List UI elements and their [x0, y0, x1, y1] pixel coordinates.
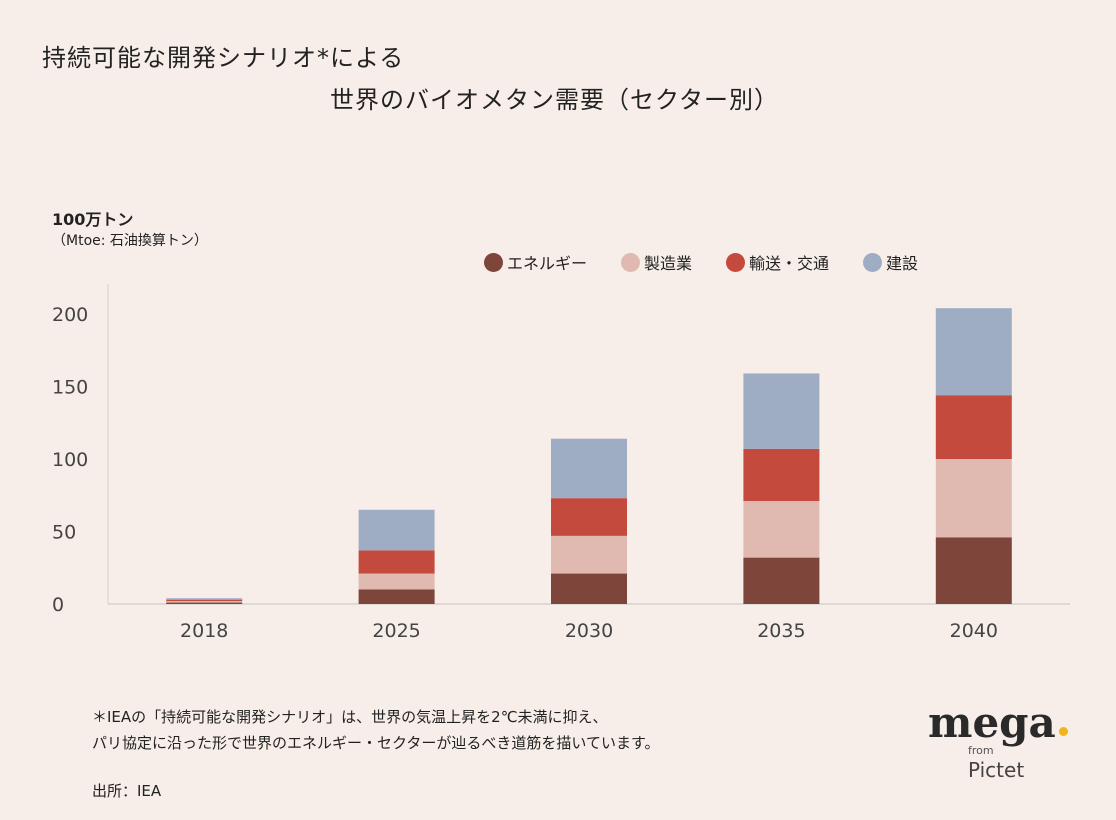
legend-swatch-manufacturing — [621, 252, 641, 272]
x-tick-label: 2025 — [372, 620, 420, 642]
bar-segment — [743, 557, 820, 604]
bar-segment — [551, 438, 627, 499]
bar-segment — [551, 535, 627, 574]
footnote-line1: ＊IEAの「持続可能な開発シナリオ」は、世界の気温上昇を2℃未満に抑え、 — [92, 708, 608, 726]
legend-label-manufacturing: 製造業 — [644, 254, 693, 273]
legend-swatch-energy — [484, 252, 503, 272]
logo-dot-icon — [1058, 727, 1068, 736]
bar-segment — [743, 448, 820, 502]
legend-label-transport: 輸送・交通 — [749, 254, 830, 273]
legend-item-energy: エネルギー — [484, 250, 587, 274]
bar-segment — [935, 459, 1012, 538]
x-tick-label: 2018 — [180, 620, 228, 642]
legend-swatch-transport — [726, 252, 746, 272]
bar-segment — [358, 589, 435, 604]
logo-brand-text: Pictet — [968, 758, 1025, 782]
chart-title-line2: 世界のバイオメタン需要（セクター別） — [330, 86, 780, 114]
legend-item-transport: 輸送・交通 — [726, 250, 829, 274]
bar-segment — [358, 550, 435, 574]
legend-item-buildings: 建設 — [863, 250, 918, 274]
bar-segment — [166, 601, 243, 603]
bar-segment — [166, 598, 243, 600]
x-tick-label: 2035 — [757, 620, 805, 642]
bar-segment — [743, 501, 820, 558]
y-tick-label: 100 — [52, 449, 88, 471]
bar-segment — [166, 599, 243, 602]
logo-wordmark: mega — [928, 702, 1088, 744]
bar-segment — [935, 537, 1012, 604]
chart-legend: エネルギー 製造業 輸送・交通 建設 — [484, 250, 918, 274]
bar-segment — [166, 602, 243, 604]
y-tick-label: 150 — [52, 377, 88, 399]
y-tick-label: 200 — [52, 304, 88, 326]
bar-segment — [551, 573, 627, 604]
source-label: 出所：IEA — [92, 782, 162, 800]
logo-from-text: from — [968, 744, 994, 757]
y-axis-unit: 100万トン — [52, 210, 134, 229]
legend-label-buildings: 建設 — [886, 254, 919, 273]
y-tick-label: 50 — [52, 522, 76, 544]
y-axis-unit-note: （Mtoe: 石油換算トン） — [52, 233, 208, 249]
legend-label-energy: エネルギー — [507, 254, 588, 273]
x-tick-label: 2030 — [565, 620, 613, 642]
bar-segment — [358, 509, 435, 551]
footnote-line2: パリ協定に沿った形で世界のエネルギー・セクターが辿るべき道筋を描いています。 — [92, 734, 660, 752]
bar-segment — [935, 308, 1012, 396]
bar-segment — [551, 498, 627, 536]
bar-segment — [358, 573, 435, 590]
x-tick-label: 2040 — [950, 620, 998, 642]
legend-item-manufacturing: 製造業 — [621, 250, 692, 274]
y-tick-label: 0 — [52, 594, 64, 616]
mega-pictet-logo: mega from Pictet — [928, 702, 1088, 792]
bar-segment — [935, 395, 1012, 459]
logo-main-text: mega — [928, 698, 1056, 747]
legend-swatch-buildings — [863, 252, 883, 272]
chart-title-line1: 持続可能な開発シナリオ*による — [42, 44, 405, 72]
bar-segment — [743, 373, 820, 449]
